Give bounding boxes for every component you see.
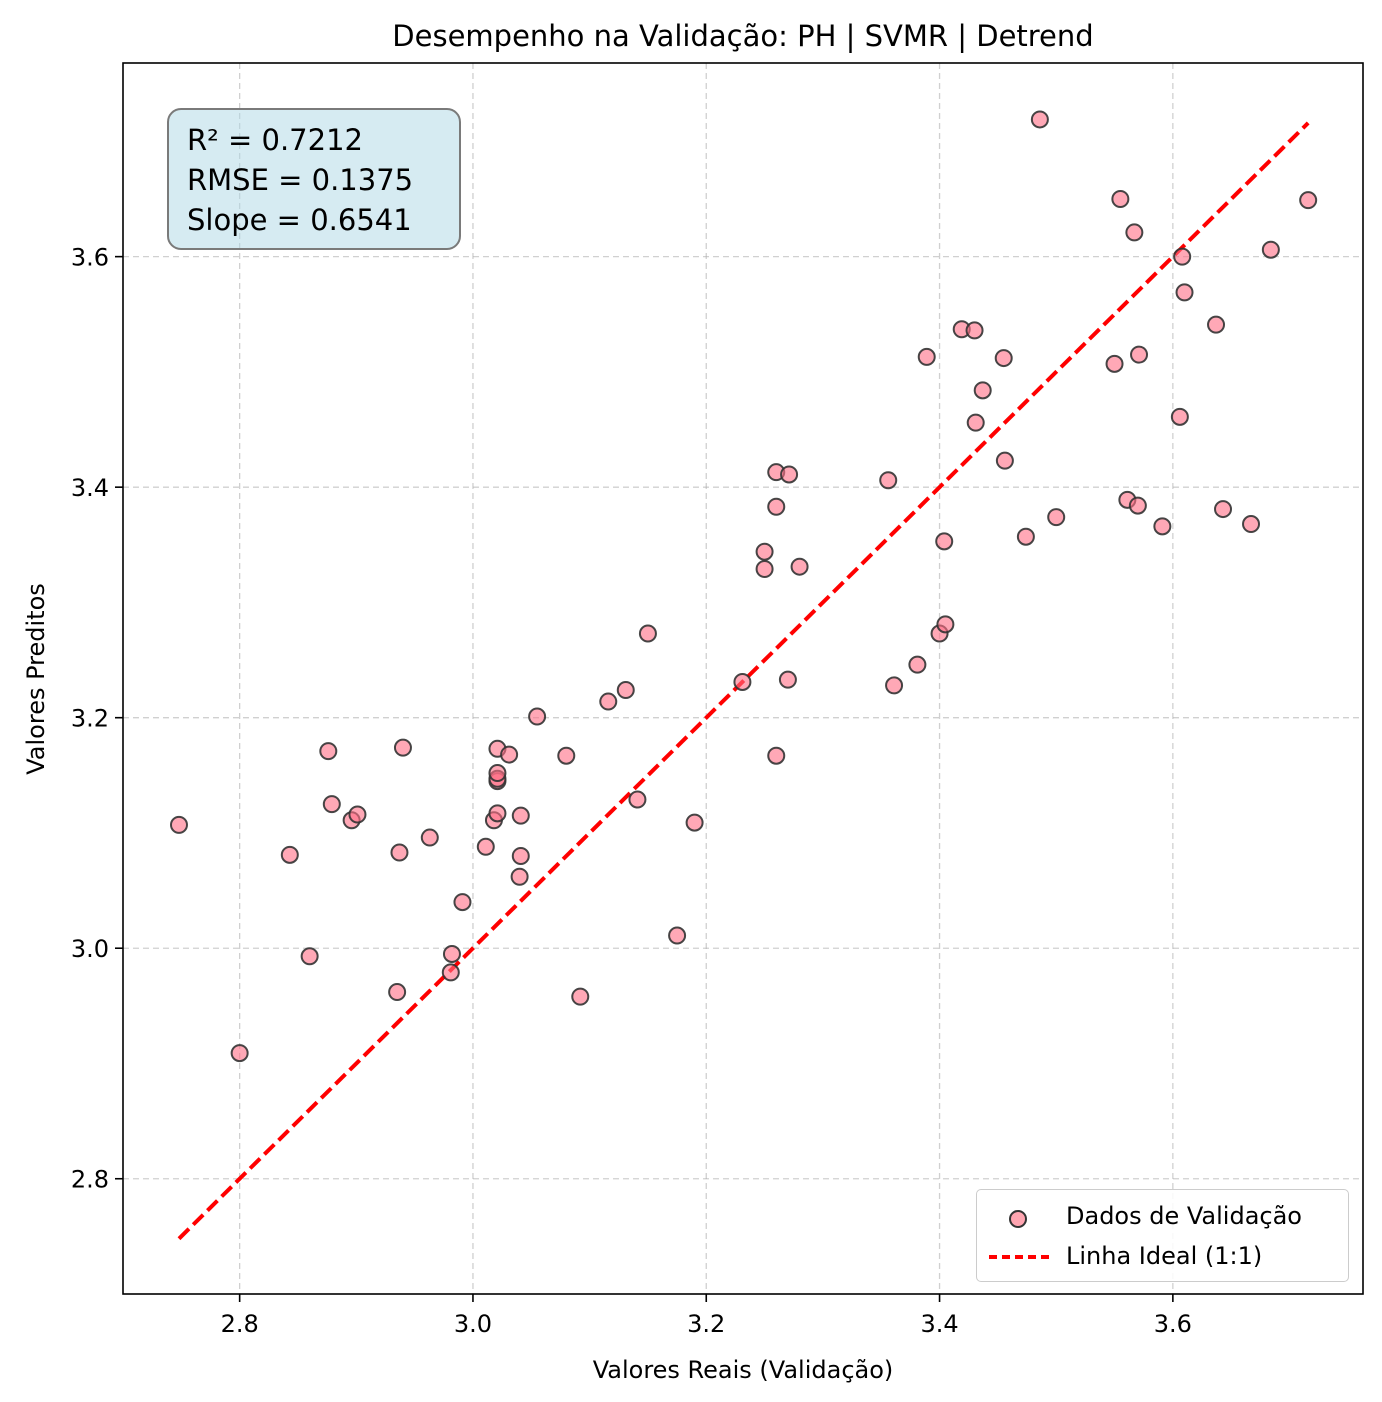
- data-point: [935, 532, 954, 551]
- y-axis-ticks: 2.8 3.0 3.2 3.4 3.6: [71, 244, 123, 1194]
- stats-box: R² = 0.7212 RMSE = 0.1375 Slope = 0.6541: [167, 108, 461, 250]
- chart-title: Desempenho na Validação: PH | SVMR | Det…: [392, 19, 1093, 53]
- y-tick-label: 3.0: [71, 935, 109, 963]
- legend-label-validation: Dados de Validação: [1066, 1202, 1302, 1230]
- data-point: [1207, 315, 1226, 334]
- data-point: [616, 681, 635, 700]
- data-point: [790, 557, 809, 576]
- data-point: [280, 845, 299, 864]
- data-point: [767, 746, 786, 765]
- data-point: [994, 349, 1013, 368]
- data-point: [442, 944, 461, 963]
- x-axis-ticks: 2.8 3.0 3.2 3.4 3.6: [221, 1294, 1192, 1338]
- data-point: [668, 926, 687, 945]
- data-point: [767, 497, 786, 516]
- legend-item-validation: Dados de Validação: [977, 1196, 1348, 1236]
- legend-dashed-line-icon: [989, 1255, 1049, 1259]
- data-point: [1214, 500, 1233, 519]
- plot-frame: [122, 62, 1364, 1295]
- data-point: [917, 347, 936, 366]
- data-point: [638, 624, 657, 643]
- grid-lines: [123, 63, 1363, 1294]
- data-point: [476, 837, 495, 856]
- data-point: [169, 815, 188, 834]
- data-point: [628, 790, 647, 809]
- data-point: [420, 828, 439, 847]
- data-point: [685, 813, 704, 832]
- data-point: [500, 745, 519, 764]
- data-point: [1170, 407, 1189, 426]
- data-point: [511, 806, 530, 825]
- r2-stat: R² = 0.7212: [187, 123, 363, 157]
- data-point: [388, 983, 407, 1002]
- rmse-stat: RMSE = 0.1375: [187, 163, 414, 197]
- data-point: [1261, 240, 1280, 259]
- data-point: [348, 805, 367, 824]
- data-point: [1111, 190, 1130, 209]
- data-point: [230, 1044, 249, 1063]
- x-tick-label: 3.4: [920, 1310, 958, 1338]
- data-point: [965, 321, 984, 340]
- slope-stat: Slope = 0.6541: [187, 203, 412, 237]
- data-point: [510, 867, 529, 886]
- data-point: [300, 947, 319, 966]
- x-tick-label: 3.2: [687, 1310, 725, 1338]
- data-point: [488, 804, 507, 823]
- data-point: [488, 764, 507, 783]
- data-point: [1128, 496, 1147, 515]
- data-point: [1130, 345, 1149, 364]
- data-point: [571, 987, 590, 1006]
- legend-item-ideal: Linha Ideal (1:1): [977, 1236, 1348, 1276]
- data-point: [995, 451, 1014, 470]
- data-point: [1016, 527, 1035, 546]
- data-point: [973, 381, 992, 400]
- data-point: [1175, 283, 1194, 302]
- x-tick-label: 3.0: [454, 1310, 492, 1338]
- data-point: [966, 413, 985, 432]
- data-point: [908, 655, 927, 674]
- data-point: [1242, 515, 1261, 534]
- legend-label-ideal: Linha Ideal (1:1): [1066, 1242, 1263, 1270]
- data-point: [557, 746, 576, 765]
- data-point: [780, 465, 799, 484]
- x-axis-label: Valores Reais (Validação): [593, 1356, 894, 1384]
- y-tick-label: 3.6: [71, 244, 109, 272]
- data-point: [599, 692, 618, 711]
- data-point: [1173, 247, 1192, 266]
- data-point: [755, 560, 774, 579]
- data-point: [441, 963, 460, 982]
- data-point: [453, 893, 472, 912]
- legend: Dados de Validação Linha Ideal (1:1): [976, 1189, 1349, 1282]
- x-tick-label: 2.8: [221, 1310, 259, 1338]
- data-point: [393, 738, 412, 757]
- data-points: [169, 110, 1318, 1063]
- data-point: [511, 847, 530, 866]
- data-point: [879, 471, 898, 490]
- data-point: [322, 795, 341, 814]
- data-point: [733, 672, 752, 691]
- y-tick-label: 2.8: [71, 1166, 109, 1194]
- data-point: [936, 615, 955, 634]
- data-point: [1030, 110, 1049, 129]
- data-point: [1299, 191, 1318, 210]
- data-point: [755, 542, 774, 561]
- data-point: [885, 676, 904, 695]
- y-tick-label: 3.2: [71, 705, 109, 733]
- legend-marker-icon: [1009, 1210, 1027, 1228]
- y-axis-label: Valores Preditos: [22, 583, 50, 775]
- data-point: [390, 843, 409, 862]
- data-point: [778, 670, 797, 689]
- data-point: [1105, 354, 1124, 373]
- data-point: [1047, 508, 1066, 527]
- data-point: [1125, 223, 1144, 242]
- x-tick-label: 3.6: [1154, 1310, 1192, 1338]
- data-point: [528, 707, 547, 726]
- data-point: [319, 742, 338, 761]
- data-point: [1153, 517, 1172, 536]
- y-tick-label: 3.4: [71, 474, 109, 502]
